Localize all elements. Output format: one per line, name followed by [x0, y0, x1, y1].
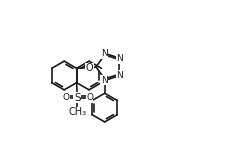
Text: N: N: [117, 71, 123, 80]
Text: CH₃: CH₃: [68, 107, 86, 117]
Text: N: N: [101, 49, 108, 58]
Text: N: N: [117, 54, 123, 63]
Text: O: O: [62, 93, 69, 102]
Text: N: N: [101, 76, 108, 85]
Text: O: O: [86, 93, 93, 102]
Text: S: S: [74, 93, 81, 103]
Text: O: O: [86, 63, 93, 73]
